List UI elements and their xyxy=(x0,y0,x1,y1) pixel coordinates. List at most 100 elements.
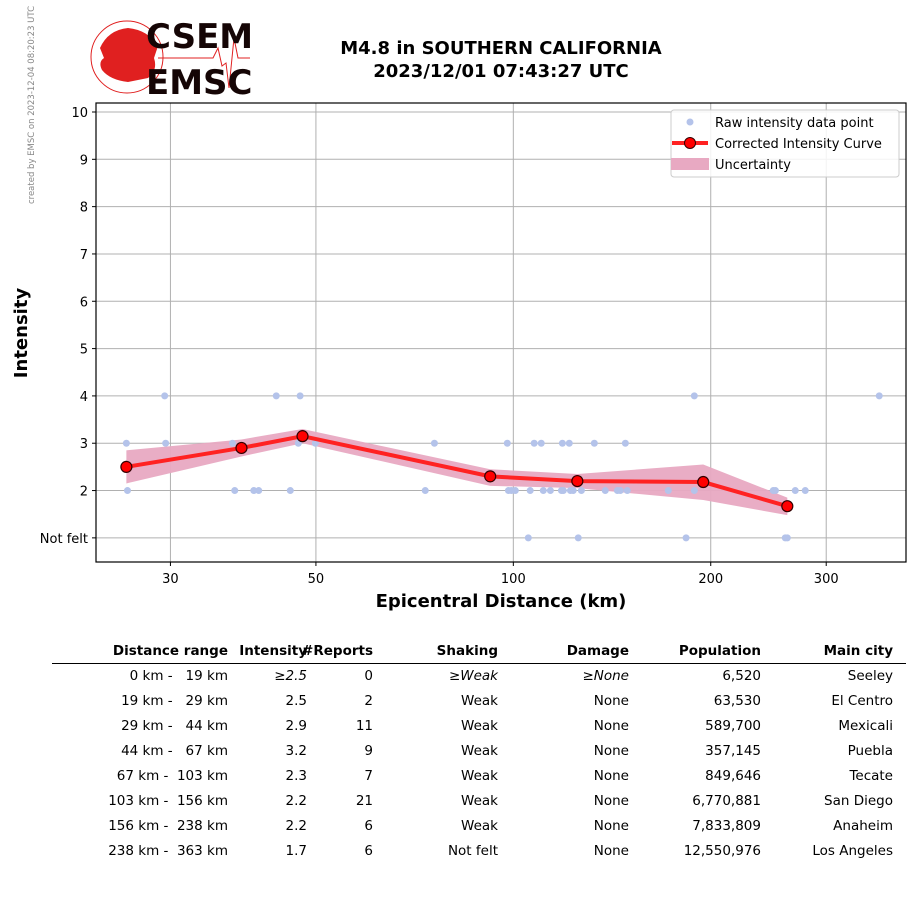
raw-data-point xyxy=(228,439,236,447)
raw-data-point xyxy=(250,487,258,495)
y-tick-label: 9 xyxy=(80,153,88,168)
raw-data-point xyxy=(616,487,624,495)
table-cell: Anaheim xyxy=(833,818,893,834)
curve-marker xyxy=(296,430,309,443)
raw-data-point xyxy=(526,487,534,495)
legend-raw-label: Raw intensity data point xyxy=(715,116,874,131)
y-tick-label: 8 xyxy=(80,201,88,216)
plot-frame xyxy=(95,102,907,563)
table-cell: None xyxy=(593,768,629,784)
table-cell: El Centro xyxy=(831,693,893,709)
table-cell: 0 km - 19 km xyxy=(129,668,228,684)
curve-marker xyxy=(781,500,794,513)
x-tick-label: 100 xyxy=(501,572,526,587)
raw-data-point xyxy=(524,534,532,542)
raw-data-point xyxy=(537,439,545,447)
raw-data-point xyxy=(783,534,791,542)
raw-data-point xyxy=(272,392,280,400)
emsc-logo: CSEM EMSC xyxy=(90,18,253,98)
table-cell: Seeley xyxy=(847,668,893,684)
legend-band-swatch xyxy=(671,158,709,170)
table-cell: 156 km - 238 km xyxy=(108,818,228,834)
table-header-rule xyxy=(52,663,906,664)
table-cell: Puebla xyxy=(847,743,893,759)
raw-data-point xyxy=(801,487,809,495)
logo-text-top: CSEM xyxy=(146,18,253,57)
y-tick-label: 5 xyxy=(80,343,88,358)
uncertainty-band xyxy=(126,429,788,516)
raw-data-point xyxy=(577,487,585,495)
raw-data-point xyxy=(162,439,170,447)
table-header-cell: Distance range xyxy=(112,643,228,659)
table-cell: 6,770,881 xyxy=(692,793,761,809)
table-cell: 357,145 xyxy=(705,743,761,759)
raw-data-point xyxy=(601,487,609,495)
raw-data-point xyxy=(682,534,690,542)
y-tick-label: 3 xyxy=(80,437,88,452)
table-cell: 3.2 xyxy=(285,743,307,759)
raw-data-point xyxy=(590,439,598,447)
table-cell: Weak xyxy=(461,768,498,784)
x-tick-label: 200 xyxy=(698,572,723,587)
y-tick-label: 6 xyxy=(80,295,88,310)
table-header-cell: #Reports xyxy=(302,643,373,659)
x-axis-label: Epicentral Distance (km) xyxy=(376,591,627,612)
table-cell: 849,646 xyxy=(705,768,761,784)
table-cell: 6 xyxy=(364,818,373,834)
x-tick-label: 50 xyxy=(308,572,325,587)
table-cell: 2.3 xyxy=(285,768,307,784)
table-cell: Los Angeles xyxy=(812,843,893,859)
curve-marker xyxy=(235,441,248,455)
table-cell: Weak xyxy=(461,818,498,834)
raw-data-point xyxy=(664,487,672,495)
table-cell: 238 km - 363 km xyxy=(108,843,228,859)
x-tick-label: 30 xyxy=(162,572,179,587)
table-cell: 0 xyxy=(364,668,373,684)
table-cell: 589,700 xyxy=(705,718,761,734)
table-cell: None xyxy=(593,843,629,859)
raw-data-point xyxy=(569,487,577,495)
table-cell: 2.5 xyxy=(285,693,307,709)
raw-data-point xyxy=(558,439,566,447)
y-tick-label: 10 xyxy=(71,106,88,121)
legend-curve-marker xyxy=(684,137,696,149)
raw-data-point xyxy=(530,439,538,447)
table-cell: 2.2 xyxy=(285,818,307,834)
table-cell: Not felt xyxy=(447,843,498,859)
chart-title-datetime: 2023/12/01 07:43:27 UTC xyxy=(373,61,629,82)
raw-data-point xyxy=(565,439,573,447)
table-cell: 1.7 xyxy=(285,843,307,859)
table-cell: 21 xyxy=(355,793,373,809)
table-header-cell: Shaking xyxy=(436,643,498,659)
table-header-cell: Main city xyxy=(823,643,893,659)
table-cell: 44 km - 67 km xyxy=(121,743,228,759)
table-cell: Weak xyxy=(461,718,498,734)
raw-data-point xyxy=(875,392,883,400)
table-cell: San Diego xyxy=(824,793,893,809)
table-cell: None xyxy=(593,793,629,809)
raw-data-point xyxy=(539,487,547,495)
table-cell: None xyxy=(593,743,629,759)
table-cell: ≥Weak xyxy=(448,668,498,684)
curve-marker xyxy=(571,474,584,488)
table-cell: 6,520 xyxy=(722,668,761,684)
raw-data-point xyxy=(231,487,239,495)
table-cell: 2 xyxy=(364,693,373,709)
table-cell: 19 km - 29 km xyxy=(121,693,228,709)
raw-data-point xyxy=(122,439,130,447)
curve-marker xyxy=(484,470,497,483)
legend-curve-label: Corrected Intensity Curve xyxy=(715,137,882,152)
table-cell: Mexicali xyxy=(838,718,893,734)
table-header-cell: Damage xyxy=(566,643,629,659)
raw-data-point xyxy=(771,487,779,495)
raw-data-point xyxy=(286,487,294,495)
raw-data-point xyxy=(574,534,582,542)
table-header-cell: Intensity xyxy=(239,643,307,659)
raw-data-point xyxy=(511,487,519,495)
raw-data-point xyxy=(690,487,698,495)
table-cell: 67 km - 103 km xyxy=(116,768,228,784)
table-cell: 29 km - 44 km xyxy=(121,718,228,734)
raw-data-point xyxy=(546,487,554,495)
table-cell: 63,530 xyxy=(713,693,761,709)
raw-data-point xyxy=(690,392,698,400)
